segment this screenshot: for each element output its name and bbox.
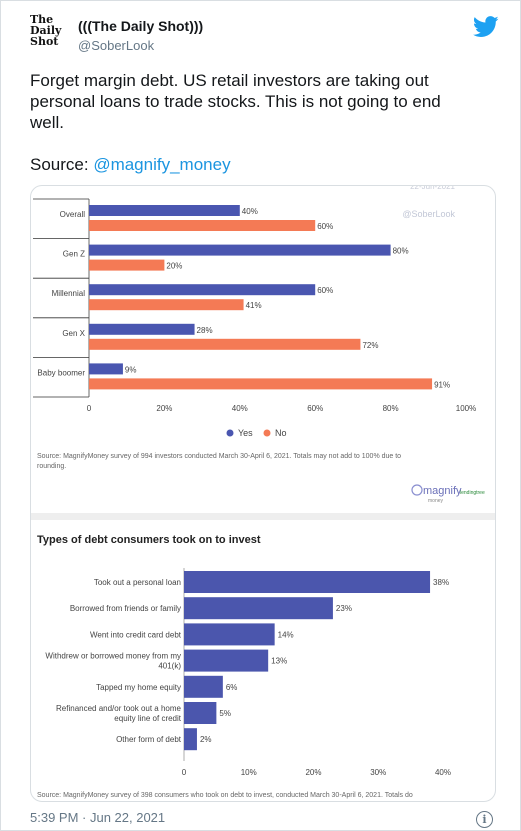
category-label: Withdrew or borrowed money from my xyxy=(45,652,181,661)
data-label-yes: 80% xyxy=(393,247,409,256)
logo-line: The xyxy=(30,13,54,26)
x-tick-label: 40% xyxy=(435,768,451,777)
data-label: 13% xyxy=(271,657,287,666)
tweet-source: Source: @magnify_money xyxy=(30,155,231,175)
data-label-no: 72% xyxy=(362,341,378,350)
data-label-yes: 40% xyxy=(242,207,258,216)
info-icon[interactable]: i xyxy=(476,811,493,828)
tweet-timestamp[interactable]: 5:39 PM · Jun 22, 2021 xyxy=(30,810,166,825)
attached-image[interactable]: 22-Jun-2021 @SoberLook Overall 40% 60% Gen Z 8… xyxy=(30,185,496,802)
magnify-logo: magnify xyxy=(423,485,462,497)
tweet-text-line: well. xyxy=(30,113,65,132)
x-tick-label: 20% xyxy=(156,404,172,413)
data-label: 23% xyxy=(336,604,352,613)
bar-yes xyxy=(89,244,391,256)
data-label-no: 20% xyxy=(166,262,182,271)
legend-marker-yes xyxy=(226,429,234,437)
data-label-no: 91% xyxy=(434,380,450,389)
data-label: 38% xyxy=(433,578,449,587)
source-prefix: Source: xyxy=(30,155,94,174)
legend-marker-no xyxy=(263,429,271,437)
x-tick-label: 80% xyxy=(383,404,399,413)
x-tick-label: 0 xyxy=(87,404,92,413)
bar-no xyxy=(89,378,433,390)
bar-no xyxy=(89,259,165,271)
category-label: Baby boomer xyxy=(37,368,85,377)
chart-title: Types of debt consumers took on to inves… xyxy=(37,534,261,546)
bar-yes xyxy=(89,284,316,296)
source-note: Source: MagnifyMoney survey of 398 consu… xyxy=(37,792,413,799)
data-label-yes: 28% xyxy=(197,326,213,335)
category-label: Overall xyxy=(60,210,86,219)
data-label: 14% xyxy=(278,630,294,639)
data-label-yes: 9% xyxy=(125,365,137,374)
x-tick-label: 40% xyxy=(232,404,248,413)
x-tick-label: 100% xyxy=(456,404,476,413)
watermark-date: 22-Jun-2021 xyxy=(410,186,455,191)
bar-debt-type xyxy=(184,675,223,698)
tweet-text-line: personal loans to trade stocks. This is … xyxy=(30,92,441,111)
bar-debt-type xyxy=(184,702,217,724)
category-label: Refinanced and/or took out a home xyxy=(56,704,182,713)
x-tick-label: 30% xyxy=(370,768,386,777)
charts-image: 22-Jun-2021 @SoberLook Overall 40% 60% Gen Z 8… xyxy=(31,186,495,799)
tweet-header: The Daily Shot (((The Daily Shot))) @Sob… xyxy=(30,14,500,60)
category-label: Took out a personal loan xyxy=(94,578,181,587)
source-note: rounding. xyxy=(37,463,66,470)
panel-divider xyxy=(31,513,495,520)
source-link[interactable]: @magnify_money xyxy=(93,155,231,174)
logo-line: Shot xyxy=(30,35,59,48)
data-label: 6% xyxy=(226,683,238,692)
category-label: Millennial xyxy=(52,289,86,298)
category-label: 401(k) xyxy=(158,662,181,671)
data-label: 2% xyxy=(200,735,212,744)
bar-yes xyxy=(89,323,195,335)
category-label: Borrowed from friends or family xyxy=(70,604,181,613)
magnify-sub: money xyxy=(428,498,444,504)
tweet-body: Forget margin debt. US retail investors … xyxy=(30,70,500,133)
data-label-no: 41% xyxy=(246,301,262,310)
display-name[interactable]: (((The Daily Shot))) xyxy=(78,18,204,34)
magnify-icon xyxy=(411,484,423,496)
logo-line: Daily xyxy=(30,24,62,37)
x-tick-label: 20% xyxy=(305,768,321,777)
bar-debt-type xyxy=(184,649,269,672)
category-label: Gen X xyxy=(62,329,85,338)
bar-no xyxy=(89,299,244,311)
bar-no xyxy=(89,338,361,350)
watermark-handle: @SoberLook xyxy=(402,209,455,219)
bar-debt-type xyxy=(184,571,431,593)
x-tick-label: 0 xyxy=(182,768,187,777)
daily-shot-logo[interactable]: The Daily Shot xyxy=(30,14,68,54)
bar-debt-type xyxy=(184,623,275,646)
bar-debt-type xyxy=(184,728,197,751)
bar-yes xyxy=(89,363,123,375)
legend-label-no: No xyxy=(275,428,287,438)
category-label: Tapped my home equity xyxy=(96,683,181,692)
category-label: equity line of credit xyxy=(114,714,181,723)
source-note: Source: MagnifyMoney survey of 994 inves… xyxy=(37,453,401,460)
category-label: Went into credit card debt xyxy=(90,630,182,639)
bar-debt-type xyxy=(184,597,333,620)
tweet-text-line: Forget margin debt. US retail investors … xyxy=(30,71,429,90)
x-tick-label: 60% xyxy=(307,404,323,413)
twitter-bird-icon[interactable] xyxy=(473,16,499,38)
bar-no xyxy=(89,220,316,231)
category-label: Other form of debt xyxy=(116,735,182,744)
legend-label-yes: Yes xyxy=(238,428,253,438)
user-handle[interactable]: @SoberLook xyxy=(78,38,155,53)
category-label: Gen Z xyxy=(63,250,85,259)
data-label-yes: 60% xyxy=(317,286,333,295)
bar-yes xyxy=(89,205,240,216)
x-tick-label: 10% xyxy=(241,768,257,777)
data-label-no: 60% xyxy=(317,222,333,231)
lendingtree-logo: lendingtree xyxy=(460,490,485,496)
data-label: 5% xyxy=(219,709,231,718)
